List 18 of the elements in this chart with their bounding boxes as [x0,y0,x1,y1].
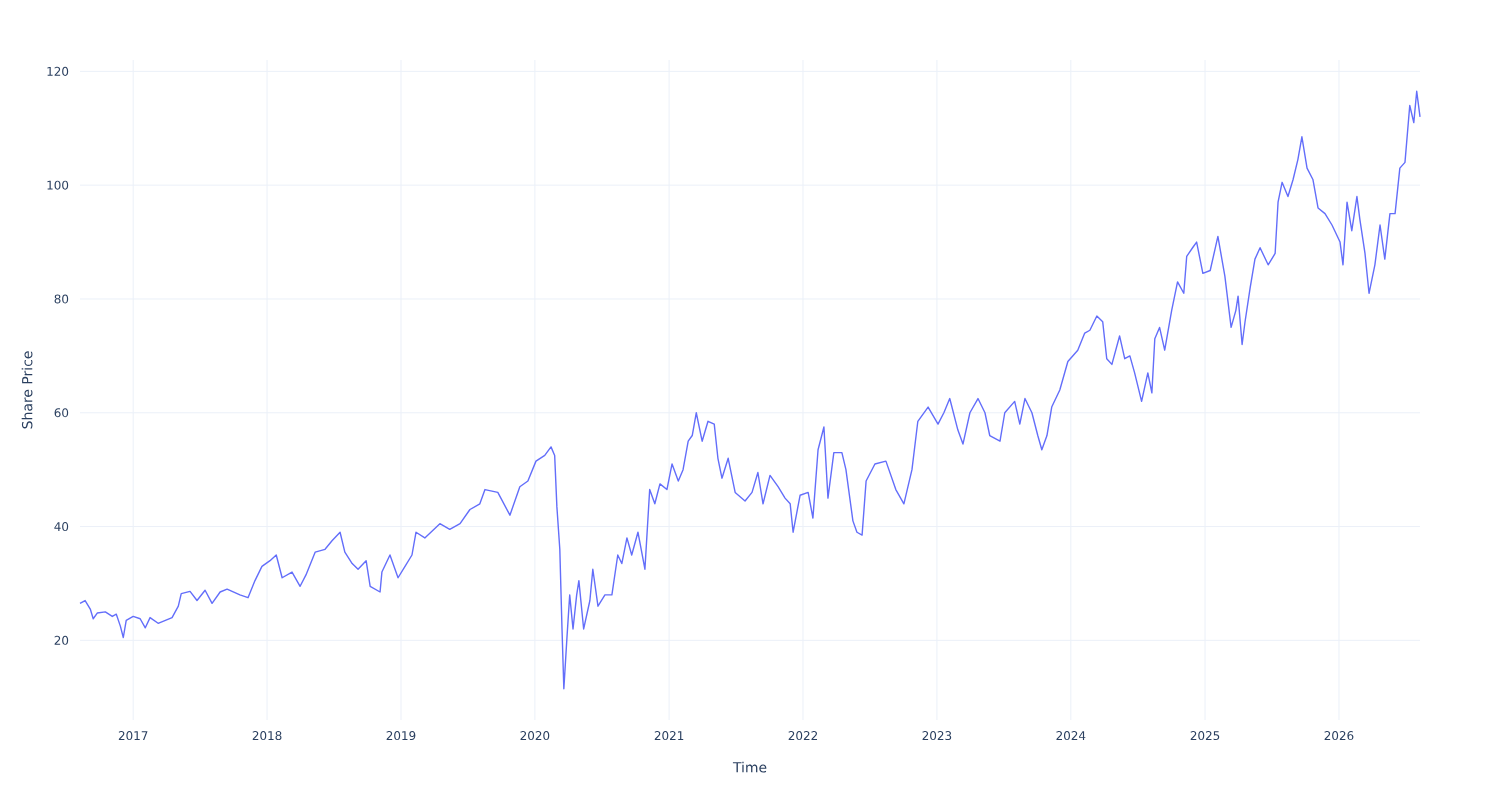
x-tick-label: 2019 [386,731,416,741]
x-tick-label: 2018 [252,731,282,741]
y-tick-label: 80 [54,294,69,304]
x-tick-label: 2017 [118,731,148,741]
x-tick-label: 2022 [788,731,818,741]
y-axis-title: Share Price [21,351,33,429]
x-tick-label: 2023 [922,731,952,741]
x-tick-label: 2020 [520,731,550,741]
x-tick-label: 2026 [1324,731,1354,741]
x-tick-label: 2021 [654,731,684,741]
x-tick-label: 2025 [1190,731,1220,741]
y-tick-label: 100 [47,180,69,190]
x-axis-title: Time [732,761,767,773]
y-tick-label: 60 [54,408,69,418]
y-tick-label: 20 [54,635,69,645]
y-tick-label: 120 [47,66,69,76]
x-tick-label: 2024 [1056,731,1086,741]
y-tick-label: 40 [54,522,69,532]
